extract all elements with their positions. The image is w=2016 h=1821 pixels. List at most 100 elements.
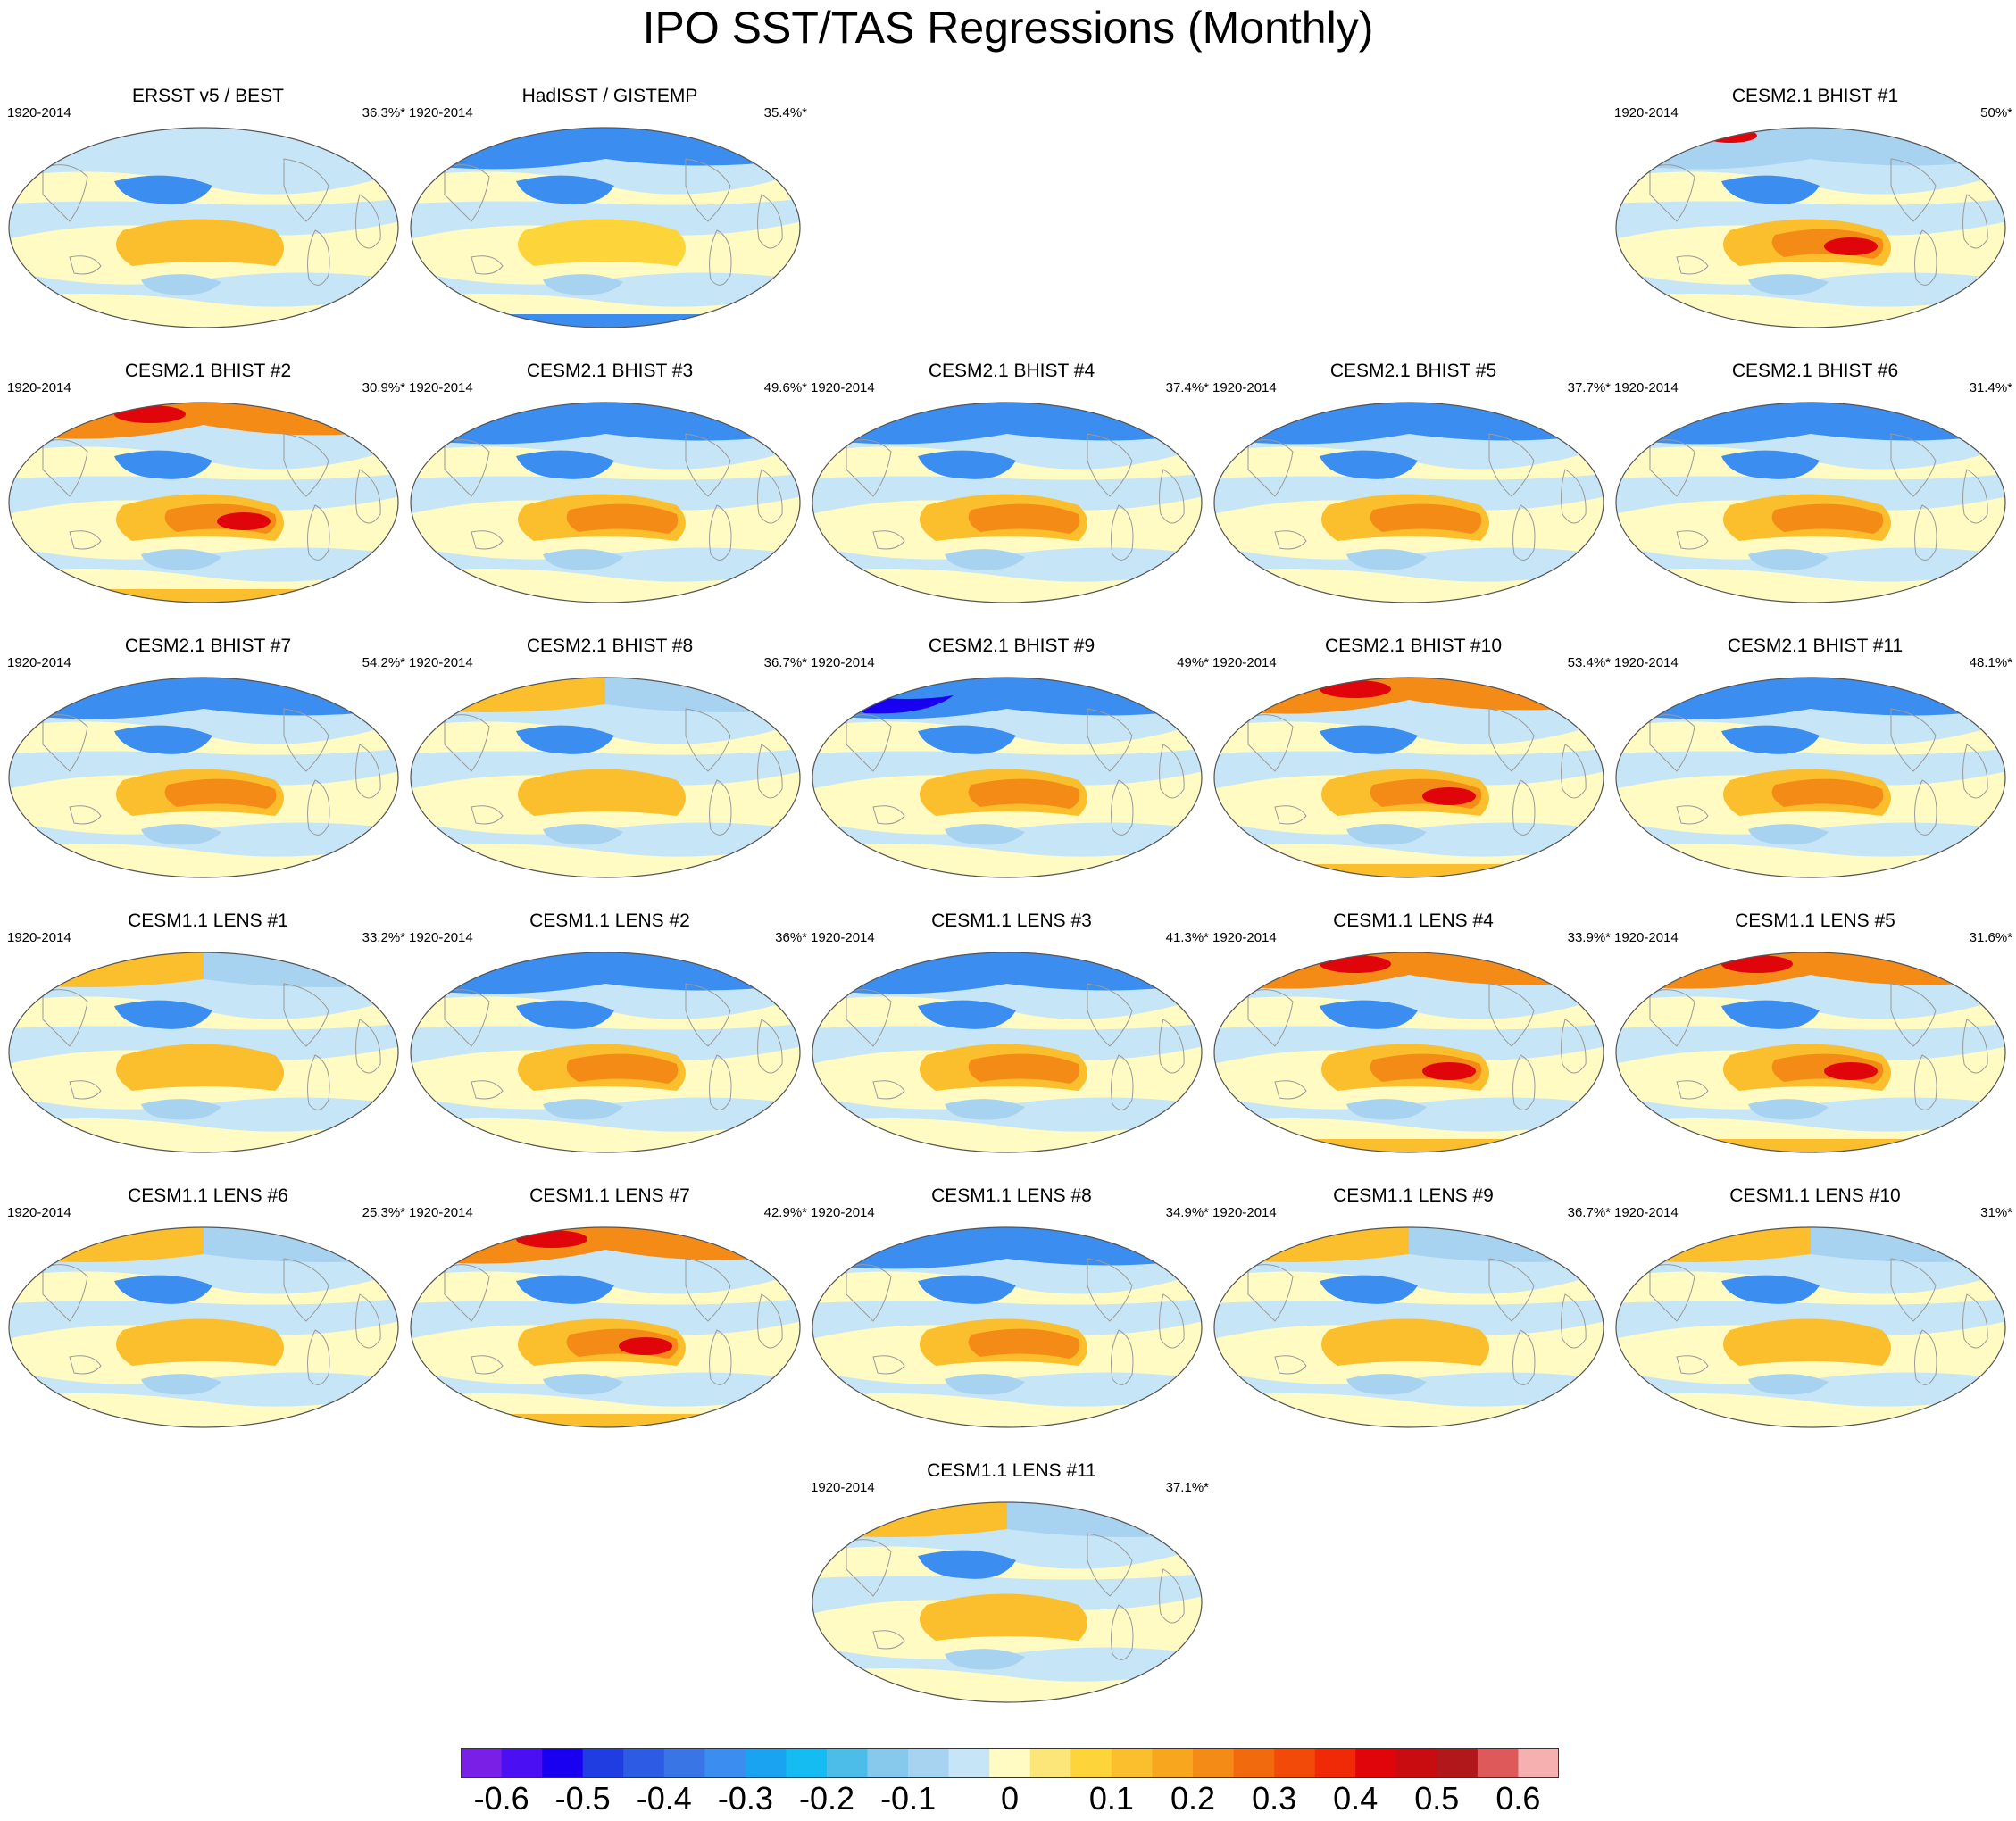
map-panel: CESM2.1 BHIST #2 1920-2014 30.9%* [7,361,409,611]
regression-map [8,127,399,328]
colorbar-swatches [461,1748,1560,1778]
panel-title: CESM2.1 BHIST #2 [124,361,292,381]
panel-years: 1920-2014 [1614,1205,1679,1220]
panel-percent: 48.1%* [1969,655,2012,670]
panel-years: 1920-2014 [1614,655,1679,670]
panel-title: CESM1.1 LENS #5 [1735,910,1895,931]
panel-title: CESM1.1 LENS #3 [931,910,1092,931]
panel-years: 1920-2014 [409,930,473,945]
colorbar-swatch [663,1748,705,1778]
colorbar-swatch [1355,1748,1397,1778]
panel-percent: 37.1%* [1165,1480,1209,1495]
panel-years: 1920-2014 [1212,930,1277,945]
panel-years: 1920-2014 [1212,380,1277,395]
colorbar-tick-label: -0.3 [717,1780,773,1817]
panel-title: ERSST v5 / BEST [132,86,284,106]
panel-percent: 36.7%* [763,655,807,670]
map-panel: CESM1.1 LENS #6 1920-2014 25.3%* [7,1185,409,1435]
colorbar-swatch [948,1748,990,1778]
map-panel: CESM1.1 LENS #3 1920-2014 41.3%* [811,910,1212,1160]
map-panel: CESM1.1 LENS #1 1920-2014 33.2%* [7,910,409,1160]
panel-title: CESM1.1 LENS #11 [927,1460,1096,1481]
regression-map [812,952,1203,1153]
panel-percent: 49%* [1177,655,1209,670]
colorbar-swatch [1518,1748,1560,1778]
panel-title: CESM1.1 LENS #9 [1333,1185,1494,1206]
regression-map [8,1226,399,1428]
colorbar-labels: -0.6 -0.5 -0.4 -0.3 -0.2 -0.1 0 0.1 0.2 0.3 0.4 0.5… [461,1780,1559,1817]
map-panel: ERSST v5 / BEST 1920-2014 36.3%* [7,86,409,336]
figure-title: IPO SST/TAS Regressions (Monthly) [642,3,1374,53]
panel-percent: 42.9%* [763,1205,807,1220]
panel-percent: 31%* [1980,1205,2012,1220]
colorbar-swatch [501,1748,543,1778]
panel-title: CESM1.1 LENS #10 [1729,1185,1901,1206]
map-panel: CESM2.1 BHIST #10 1920-2014 53.4%* [1212,636,1614,886]
panel-years: 1920-2014 [1212,655,1277,670]
panel-percent: 25.3%* [362,1205,405,1220]
regression-map [1213,402,1604,603]
map-panel: CESM2.1 BHIST #7 1920-2014 54.2%* [7,636,409,886]
regression-map [410,1226,801,1428]
colorbar-swatch [745,1748,787,1778]
panel-percent: 50%* [1980,105,2012,121]
colorbar-swatch [1233,1748,1275,1778]
map-panel: CESM2.1 BHIST #6 1920-2014 31.4%* [1614,361,2016,611]
panel-percent: 41.3%* [1165,930,1209,945]
map-panel: CESM1.1 LENS #4 1920-2014 33.9%* [1212,910,1614,1160]
panel-years: 1920-2014 [811,655,875,670]
colorbar-swatch [1070,1748,1112,1778]
panel-percent: 35.4%* [763,105,807,121]
panel-percent: 36.7%* [1567,1205,1611,1220]
panel-percent: 31.6%* [1969,930,2012,945]
panel-percent: 36%* [775,930,807,945]
colorbar-swatch [1029,1748,1071,1778]
colorbar-swatch [1152,1748,1194,1778]
map-panel: CESM2.1 BHIST #3 1920-2014 49.6%* [409,361,811,611]
colorbar-tick-label: 0 [1000,1780,1020,1817]
panel-years: 1920-2014 [7,1205,71,1220]
colorbar-swatch [1395,1748,1437,1778]
panel-percent: 31.4%* [1969,380,2012,395]
colorbar-swatch [623,1748,665,1778]
regression-map [1615,402,2006,603]
colorbar-swatch [582,1748,624,1778]
panel-title: CESM2.1 BHIST #1 [1731,86,1899,106]
panel-title: CESM2.1 BHIST #6 [1731,361,1899,381]
colorbar-tick-label: -0.2 [798,1780,855,1817]
regression-map [8,402,399,603]
panel-years: 1920-2014 [7,930,71,945]
colorbar-swatch [1193,1748,1234,1778]
panel-percent: 33.9%* [1567,930,1611,945]
panel-title: CESM2.1 BHIST #11 [1727,636,1904,656]
panel-title: CESM1.1 LENS #1 [128,910,288,931]
panel-years: 1920-2014 [811,1205,875,1220]
map-panel: CESM1.1 LENS #8 1920-2014 34.9%* [811,1185,1212,1435]
map-panel: CESM2.1 BHIST #8 1920-2014 36.7%* [409,636,811,886]
regression-map [1615,677,2006,878]
panel-percent: 37.4%* [1165,380,1209,395]
regression-map [1213,1226,1604,1428]
regression-map [410,402,801,603]
colorbar-swatch [908,1748,949,1778]
panel-title: CESM2.1 BHIST #8 [526,636,694,656]
panel-years: 1920-2014 [7,655,71,670]
panel-years: 1920-2014 [811,1480,875,1495]
panel-years: 1920-2014 [409,655,473,670]
colorbar-swatch [461,1748,502,1778]
regression-map [1615,952,2006,1153]
colorbar-tick-label: 0.5 [1414,1780,1460,1817]
regression-map [1615,127,2006,328]
map-panel: HadISST / GISTEMP 1920-2014 35.4%* [409,86,811,336]
colorbar [461,1748,1560,1783]
panel-years: 1920-2014 [409,1205,473,1220]
panel-years: 1920-2014 [409,380,473,395]
regression-map [8,952,399,1153]
panel-title: CESM2.1 BHIST #4 [928,361,1095,381]
regression-map [410,127,801,328]
colorbar-tick-label: -0.1 [880,1780,937,1817]
panel-years: 1920-2014 [1614,930,1679,945]
map-panel: CESM1.1 LENS #11 1920-2014 37.1%* [811,1460,1212,1710]
colorbar-swatch [704,1748,746,1778]
panel-percent: 30.9%* [362,380,405,395]
